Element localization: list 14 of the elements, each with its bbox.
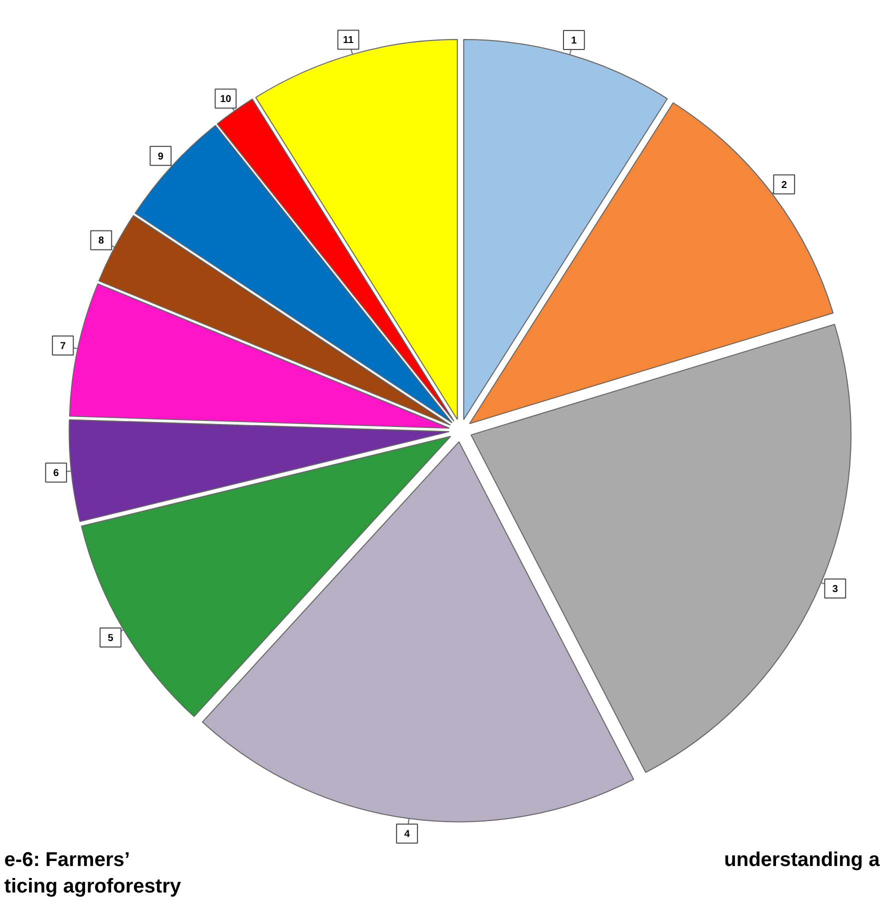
slice-label: 8 xyxy=(98,236,104,247)
slice-label: 9 xyxy=(158,151,164,162)
slice-label: 6 xyxy=(53,468,60,480)
slice-label: 2 xyxy=(781,180,788,191)
slice-label: 11 xyxy=(343,35,354,46)
slice-label: 7 xyxy=(60,341,66,352)
text: ticing agroforestry xyxy=(4,876,182,898)
slice-label: 5 xyxy=(108,632,114,644)
slice-label: 3 xyxy=(832,584,838,595)
slice-label: 4 xyxy=(404,829,410,840)
text: understanding a xyxy=(724,848,881,871)
slice-label: 1 xyxy=(571,36,578,47)
text: e-6: Farmers’ xyxy=(4,848,130,871)
slice-label: 10 xyxy=(220,94,232,106)
